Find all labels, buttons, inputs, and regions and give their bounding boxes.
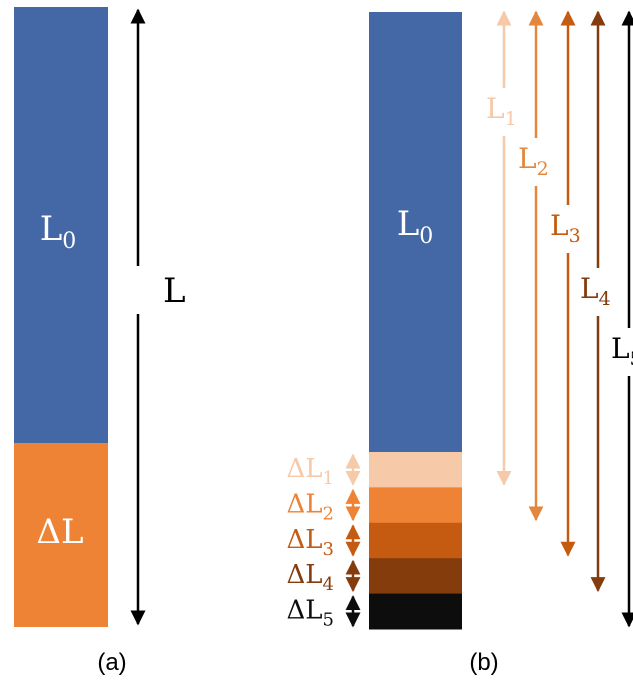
segment-label-4: ΔL4	[287, 560, 335, 595]
length-label-sub: 4	[599, 288, 611, 310]
segment-label-main: ΔL	[287, 596, 323, 626]
l0-sub: 0	[419, 224, 433, 249]
length-arrow-gap-4	[588, 268, 608, 316]
bar-a-top-label: L0	[40, 209, 77, 254]
length-arrow-gap-5	[619, 328, 633, 376]
segment-label-main: ΔL	[287, 454, 323, 484]
segment-label-1: ΔL1	[287, 454, 335, 489]
segment-label-main: ΔL	[287, 525, 323, 555]
length-label-main: L	[580, 272, 599, 305]
bar-b-top-l0	[369, 12, 462, 452]
segment-label-sub: 2	[323, 503, 334, 524]
length-label-5: L5	[611, 332, 633, 370]
l0-main: L	[40, 209, 63, 249]
bar-a-bottom-label: ΔL	[36, 512, 83, 552]
segment-1	[369, 452, 462, 488]
length-arrow-gap-1	[494, 88, 514, 136]
length-label-main: L	[486, 92, 505, 125]
bar-a-bottom-delta-l	[14, 443, 108, 627]
segment-5	[369, 593, 462, 630]
segment-2	[369, 487, 462, 524]
length-arrow-gap-2	[526, 138, 546, 186]
segment-label-2: ΔL2	[287, 489, 335, 524]
length-label-4: L4	[580, 272, 611, 310]
arrow-a-label-gap	[130, 266, 146, 314]
length-arrow-gap-3	[558, 205, 578, 253]
caption-b: (b)	[469, 649, 498, 676]
length-label-sub: 2	[537, 158, 549, 180]
segment-label-sub: 5	[323, 610, 334, 631]
segment-label-main: ΔL	[287, 560, 323, 590]
bar-a-top-l0	[14, 7, 108, 443]
bar-b-segments	[369, 452, 462, 630]
length-label-sub: 3	[569, 225, 581, 247]
length-label-3: L3	[550, 209, 581, 247]
segment-label-3: ΔL3	[287, 525, 335, 560]
length-label-1: L1	[486, 92, 517, 130]
length-label-main: L	[611, 332, 630, 365]
segment-label-sub: 4	[323, 574, 334, 595]
l0-main: L	[397, 204, 420, 244]
segment-label-5: ΔL5	[287, 596, 335, 631]
arrow-a-label: L	[163, 271, 186, 311]
length-label-main: L	[550, 209, 569, 242]
length-arrows: L1L2L3L4L5	[486, 10, 633, 628]
length-label-main: L	[518, 142, 537, 175]
segment-label-sub: 1	[323, 468, 334, 489]
caption-a: (a)	[97, 649, 126, 676]
length-label-sub: 1	[505, 108, 517, 130]
length-label-2: L2	[518, 142, 549, 180]
l0-sub: 0	[62, 229, 76, 254]
segment-3	[369, 522, 462, 559]
bar-b-top-label: L0	[397, 204, 434, 249]
panel-a: L0 ΔL L (a)	[14, 7, 186, 676]
segment-label-sub: 3	[323, 539, 334, 560]
segment-label-main: ΔL	[287, 489, 323, 519]
length-label-sub: 5	[630, 348, 633, 370]
segment-4	[369, 558, 462, 595]
